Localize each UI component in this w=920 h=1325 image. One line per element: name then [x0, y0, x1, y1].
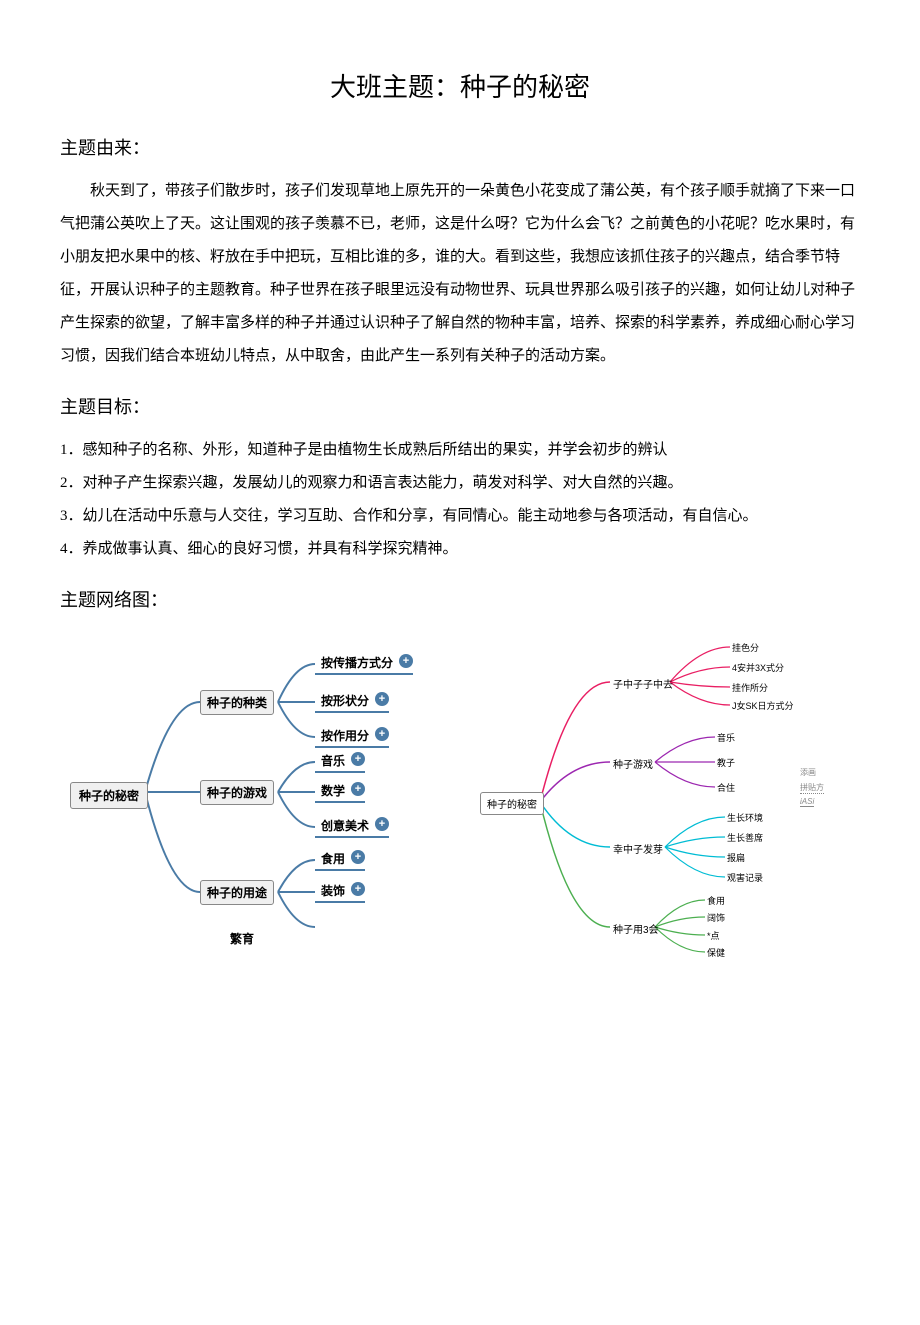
mm-right-note-2: 拼贴方	[800, 782, 824, 794]
mm-right-leaf-1-4: J女SK日方式分	[732, 699, 794, 712]
goal-item-3: 3．幼儿在活动中乐意与人交往，学习互助、合作和分享，有同情心。能主动地参与各项活…	[60, 500, 860, 533]
mm-right-branch-1: 子中子子中去	[610, 675, 676, 692]
mm-left-leaf-2-2: 数学 +	[315, 780, 365, 803]
mm-right-leaf-1-2: 4安并3X式分	[732, 661, 784, 674]
mm-right-leaf-3-1: 生长环境	[727, 811, 763, 824]
mm-left-branch-1: 种子的种类	[200, 690, 274, 715]
mm-right-leaf-3-3: 报扁	[727, 851, 745, 864]
mm-left-branch-2: 种子的游戏	[200, 780, 274, 805]
mm-right-leaf-4-4: 保健	[707, 946, 725, 959]
plus-icon: +	[351, 850, 365, 864]
mm-right-leaf-2-2: 教子	[717, 756, 735, 769]
mm-right-branch-2: 种子游戏	[610, 755, 656, 772]
network-heading: 主题网络图：	[60, 586, 860, 612]
mm-right-branch-3: 幸中子发芽	[610, 840, 666, 857]
leaf-text: 装饰	[321, 884, 345, 898]
mm-right-leaf-4-2: 阔饰	[707, 911, 725, 924]
mm-right-root: 种子的秘密	[480, 792, 544, 815]
mm-right-leaf-1-3: 挂作所分	[732, 681, 768, 694]
mm-right-leaf-3-2: 生长善席	[727, 831, 763, 844]
mm-left-branch-3: 种子的用途	[200, 880, 274, 905]
mm-left-leaf-1-2: 按形状分 +	[315, 690, 389, 713]
leaf-text: 按形状分	[321, 694, 369, 708]
plus-icon: +	[351, 752, 365, 766]
goal-item-2: 2．对种子产生探索兴趣，发展幼儿的观察力和语言表达能力，萌发对科学、对大自然的兴…	[60, 467, 860, 500]
plus-icon: +	[351, 782, 365, 796]
mm-right-leaf-2-1: 音乐	[717, 731, 735, 744]
leaf-text: 按传播方式分	[321, 656, 393, 670]
mm-right-leaf-1-1: 挂色分	[732, 641, 759, 654]
leaf-text: 数学	[321, 784, 345, 798]
mm-left-root: 种子的秘密	[70, 782, 148, 809]
leaf-text: 创意美术	[321, 819, 369, 833]
leaf-text: 食用	[321, 852, 345, 866]
leaf-text: 按作用分	[321, 729, 369, 743]
mm-right-leaf-3-4: 观害记录	[727, 871, 763, 884]
leaf-text: 音乐	[321, 754, 345, 768]
mm-left-leaf-1-1: 按传播方式分 +	[315, 652, 413, 675]
mm-right-leaf-2-3: 合住	[717, 781, 735, 794]
plus-icon: +	[399, 654, 413, 668]
origin-body: 秋天到了，带孩子们散步时，孩子们发现草地上原先开的一朵黄色小花变成了蒲公英，有个…	[60, 175, 860, 373]
mindmap-right: 种子的秘密 子中子子中去 种子游戏 幸中子发芽 种子用3会 挂色分 4安并3X式…	[480, 632, 860, 972]
goal-item-1: 1．感知种子的名称、外形，知道种子是由植物生长成熟后所结出的果实，并学会初步的辨…	[60, 434, 860, 467]
mm-left-bottom-label: 繁育	[230, 930, 254, 947]
mm-left-leaf-3-2: 装饰 +	[315, 880, 365, 903]
mm-left-leaf-1-3: 按作用分 +	[315, 725, 389, 748]
goal-item-4: 4．养成做事认真、细心的良好习惯，并具有科学探究精神。	[60, 533, 860, 566]
mm-right-leaf-4-3: *点	[707, 929, 720, 942]
mm-right-note-3: iASi	[800, 797, 814, 807]
mindmap-left: 种子的秘密 种子的种类 种子的游戏 种子的用途 按传播方式分 + 按形状分 + 按作…	[60, 632, 440, 952]
goals-heading: 主题目标：	[60, 393, 860, 419]
mm-right-note-1: 添画	[800, 767, 816, 778]
plus-icon: +	[375, 727, 389, 741]
mm-left-leaf-2-3: 创意美术 +	[315, 815, 389, 838]
plus-icon: +	[351, 882, 365, 896]
plus-icon: +	[375, 692, 389, 706]
origin-heading: 主题由来：	[60, 134, 860, 160]
mm-left-leaf-2-1: 音乐 +	[315, 750, 365, 773]
diagrams-container: 种子的秘密 种子的种类 种子的游戏 种子的用途 按传播方式分 + 按形状分 + 按作…	[60, 632, 860, 972]
page-title: 大班主题：种子的秘密	[60, 67, 860, 104]
plus-icon: +	[375, 817, 389, 831]
mm-left-leaf-3-1: 食用 +	[315, 848, 365, 871]
mm-right-leaf-4-1: 食用	[707, 894, 725, 907]
mm-right-branch-4: 种子用3会	[610, 920, 662, 937]
